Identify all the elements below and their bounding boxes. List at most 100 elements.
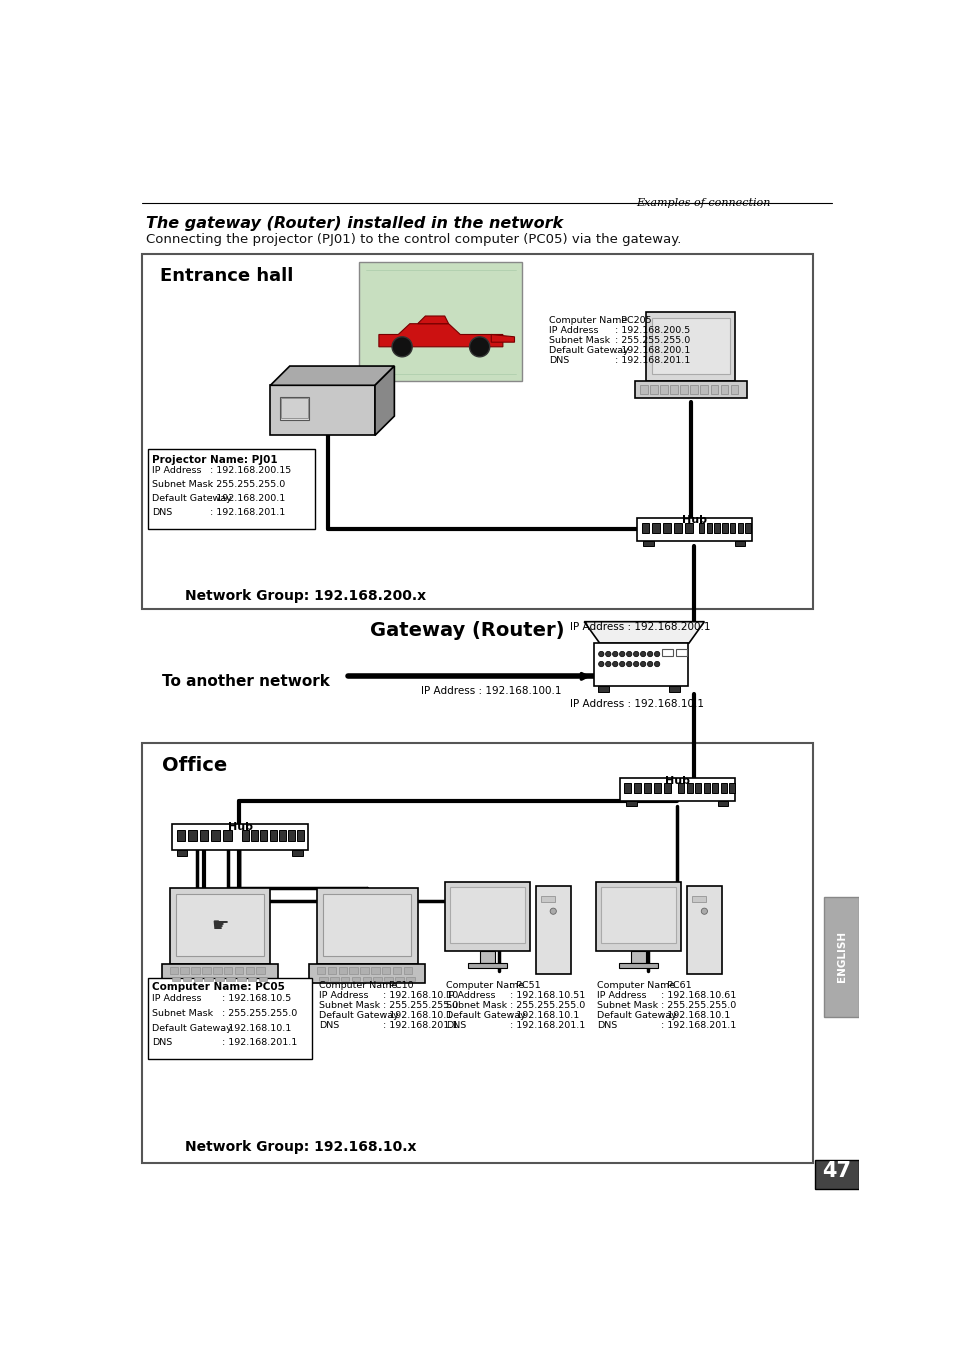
Circle shape — [612, 662, 618, 667]
Text: IP Address: IP Address — [549, 325, 598, 335]
Bar — [309, 964, 425, 983]
Bar — [236, 976, 245, 981]
Circle shape — [612, 651, 618, 656]
Bar — [661, 648, 672, 656]
Bar — [393, 968, 401, 975]
Bar — [338, 968, 347, 975]
Bar — [623, 783, 630, 792]
Bar — [670, 385, 678, 394]
Text: : 192.168.200.1: : 192.168.200.1 — [210, 494, 285, 502]
Text: Gateway (Router): Gateway (Router) — [370, 621, 564, 640]
Circle shape — [700, 909, 707, 914]
Bar — [642, 541, 654, 547]
Bar — [744, 524, 750, 533]
Bar — [258, 976, 267, 981]
Bar — [717, 801, 728, 806]
Text: DNS: DNS — [152, 508, 172, 517]
Bar — [649, 385, 658, 394]
Text: : 255.255.255.0: : 255.255.255.0 — [221, 1008, 296, 1018]
Text: IP Address : 192.168.100.1: IP Address : 192.168.100.1 — [421, 686, 561, 697]
Bar — [323, 894, 411, 956]
Circle shape — [633, 651, 639, 656]
Bar — [241, 830, 249, 841]
Bar — [316, 968, 325, 975]
Text: Subnet Mask: Subnet Mask — [446, 1000, 507, 1010]
Circle shape — [605, 662, 610, 667]
Bar — [703, 783, 709, 792]
Bar — [170, 888, 270, 964]
Text: Computer Name: Computer Name — [446, 980, 524, 990]
Bar — [630, 952, 645, 963]
Text: : PC51: : PC51 — [509, 980, 540, 990]
Text: : PC61: : PC61 — [660, 980, 691, 990]
Bar — [700, 385, 707, 394]
Text: : 192.168.10.5: : 192.168.10.5 — [221, 995, 291, 1003]
Text: : 255.255.255.0: : 255.255.255.0 — [615, 336, 690, 346]
Bar — [596, 882, 680, 952]
Circle shape — [639, 662, 645, 667]
Text: Subnet Mask: Subnet Mask — [152, 481, 213, 489]
Polygon shape — [270, 366, 394, 385]
Bar — [406, 976, 415, 981]
Bar — [142, 744, 812, 1162]
Circle shape — [633, 662, 639, 667]
Bar — [180, 968, 189, 975]
Circle shape — [639, 651, 645, 656]
Text: : 192.168.10.1: : 192.168.10.1 — [382, 1011, 452, 1019]
Bar — [450, 887, 524, 942]
Bar — [815, 1160, 858, 1189]
Bar — [278, 830, 286, 841]
Text: Entrance hall: Entrance hall — [159, 267, 293, 285]
Bar — [714, 524, 720, 533]
Text: Connecting the projector (PJ01) to the control computer (PC05) via the gateway.: Connecting the projector (PJ01) to the c… — [146, 232, 681, 246]
Bar — [281, 398, 307, 418]
Bar — [192, 968, 199, 975]
Text: : 192.168.200.5: : 192.168.200.5 — [615, 325, 690, 335]
Text: : 192.168.10.10: : 192.168.10.10 — [382, 991, 457, 999]
Bar — [330, 976, 338, 981]
Bar — [362, 976, 371, 981]
Polygon shape — [417, 316, 448, 324]
Bar — [737, 524, 742, 533]
Text: IP Address: IP Address — [152, 466, 201, 475]
Text: Computer Name: Computer Name — [319, 980, 397, 990]
Text: The gateway (Router) installed in the network: The gateway (Router) installed in the ne… — [146, 216, 563, 231]
Bar — [625, 801, 637, 806]
Text: Subnet Mask: Subnet Mask — [549, 336, 610, 346]
Circle shape — [605, 651, 610, 656]
Bar — [352, 976, 360, 981]
Bar — [678, 783, 683, 792]
Bar — [340, 976, 349, 981]
Text: IP Address: IP Address — [597, 991, 646, 999]
Text: : 192.168.201.1: : 192.168.201.1 — [210, 508, 285, 517]
Bar — [213, 968, 221, 975]
Bar — [373, 976, 381, 981]
Bar — [183, 976, 192, 981]
Bar — [245, 968, 253, 975]
Bar — [663, 783, 670, 792]
Polygon shape — [378, 324, 502, 347]
Text: : 192.168.200.1: : 192.168.200.1 — [615, 346, 690, 355]
Bar — [637, 518, 751, 541]
Text: IP Address : 192.168.200.1: IP Address : 192.168.200.1 — [570, 622, 710, 632]
Bar — [199, 830, 208, 841]
Polygon shape — [375, 366, 394, 435]
Text: IP Address: IP Address — [446, 991, 496, 999]
Text: DNS: DNS — [319, 1021, 339, 1030]
Bar — [711, 783, 718, 792]
Text: : PC205: : PC205 — [615, 316, 651, 325]
Text: Hub: Hub — [664, 776, 689, 786]
Bar — [729, 524, 735, 533]
Circle shape — [469, 336, 489, 356]
Text: : 192.168.10.1: : 192.168.10.1 — [660, 1011, 729, 1019]
Circle shape — [626, 651, 631, 656]
Bar — [226, 976, 234, 981]
Bar — [710, 385, 718, 394]
Bar — [662, 524, 670, 533]
Text: 47: 47 — [821, 1161, 850, 1181]
Bar — [641, 524, 649, 533]
Bar — [479, 952, 495, 963]
Circle shape — [626, 662, 631, 667]
Bar — [674, 524, 681, 533]
Circle shape — [647, 662, 652, 667]
